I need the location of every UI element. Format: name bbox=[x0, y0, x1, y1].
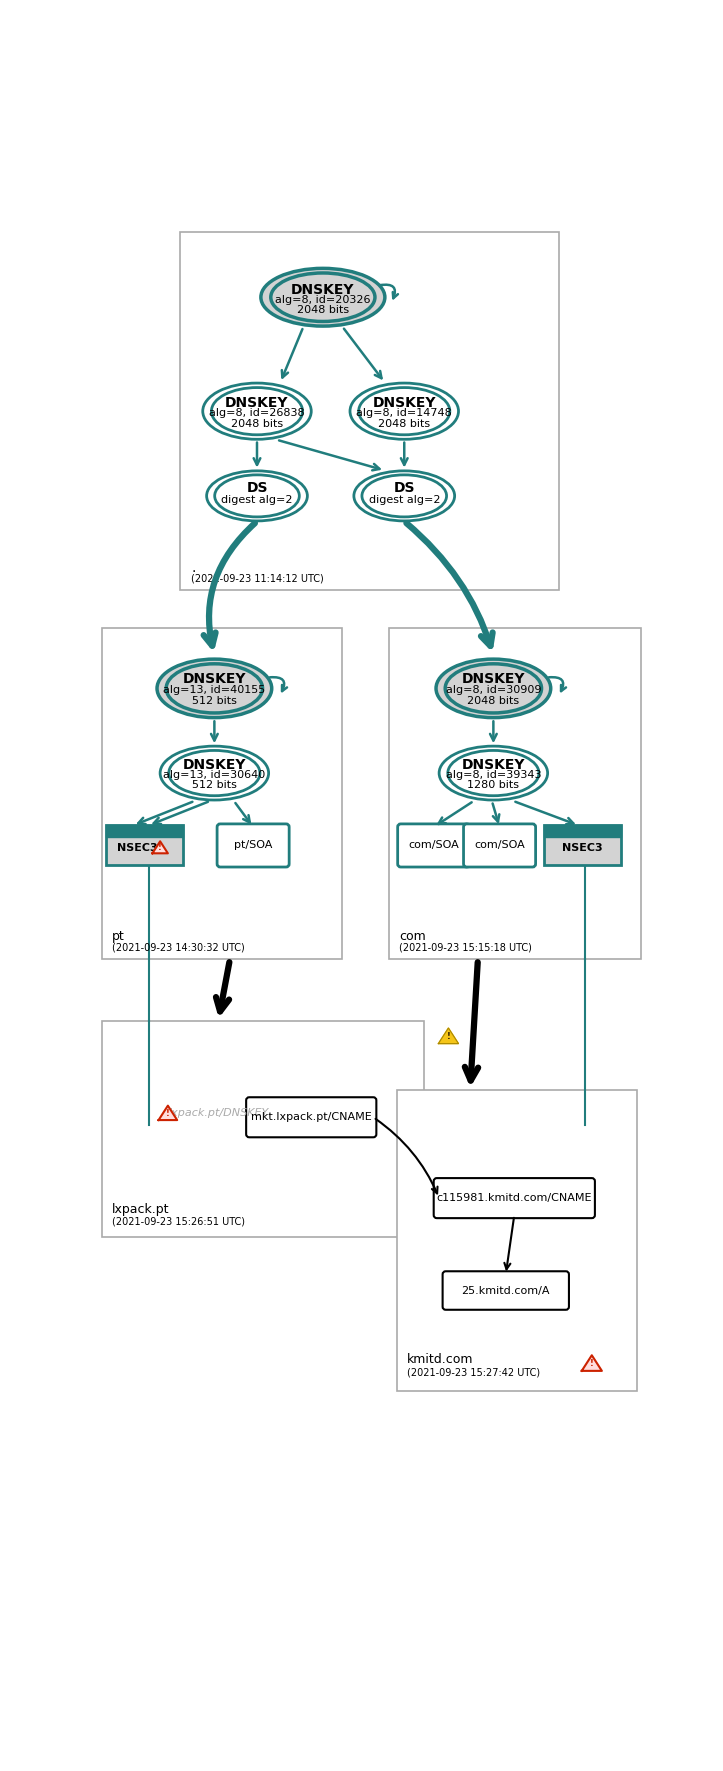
Ellipse shape bbox=[166, 664, 262, 714]
Ellipse shape bbox=[261, 269, 385, 326]
Text: 2048 bits: 2048 bits bbox=[231, 420, 283, 429]
Text: DNSKEY: DNSKEY bbox=[226, 395, 288, 409]
Text: alg=8, id=30909: alg=8, id=30909 bbox=[445, 685, 541, 694]
Polygon shape bbox=[158, 1105, 177, 1119]
Text: 2048 bits: 2048 bits bbox=[378, 420, 430, 429]
FancyBboxPatch shape bbox=[106, 825, 184, 866]
Text: !: ! bbox=[158, 843, 162, 852]
FancyBboxPatch shape bbox=[389, 629, 641, 960]
Text: digest alg=2: digest alg=2 bbox=[369, 494, 440, 505]
Text: lxpack.pt: lxpack.pt bbox=[112, 1203, 170, 1217]
Text: 512 bits: 512 bits bbox=[192, 696, 237, 705]
Text: alg=8, id=20326: alg=8, id=20326 bbox=[275, 294, 371, 305]
FancyBboxPatch shape bbox=[102, 1022, 424, 1236]
Text: alg=13, id=40155: alg=13, id=40155 bbox=[163, 685, 265, 694]
Ellipse shape bbox=[362, 475, 447, 517]
Text: DNSKEY: DNSKEY bbox=[291, 283, 354, 296]
Text: alg=8, id=26838: alg=8, id=26838 bbox=[209, 409, 305, 418]
FancyBboxPatch shape bbox=[434, 1178, 595, 1218]
Text: alg=13, id=30640: alg=13, id=30640 bbox=[163, 770, 265, 781]
Polygon shape bbox=[438, 1027, 458, 1043]
Text: !: ! bbox=[447, 1032, 450, 1041]
Text: c115981.kmitd.com/CNAME: c115981.kmitd.com/CNAME bbox=[437, 1194, 592, 1203]
Ellipse shape bbox=[202, 383, 311, 439]
FancyBboxPatch shape bbox=[396, 1091, 637, 1390]
Ellipse shape bbox=[448, 751, 539, 795]
Text: (2021-09-23 15:27:42 UTC): (2021-09-23 15:27:42 UTC) bbox=[406, 1367, 539, 1378]
Text: (2021-09-23 15:26:51 UTC): (2021-09-23 15:26:51 UTC) bbox=[112, 1217, 245, 1226]
Polygon shape bbox=[582, 1355, 602, 1371]
Text: DNSKEY: DNSKEY bbox=[461, 758, 525, 772]
Ellipse shape bbox=[445, 664, 542, 714]
Text: DNSKEY: DNSKEY bbox=[183, 673, 246, 685]
Text: pt/SOA: pt/SOA bbox=[234, 841, 273, 850]
FancyBboxPatch shape bbox=[179, 232, 560, 590]
Text: alg=8, id=14748: alg=8, id=14748 bbox=[356, 409, 452, 418]
Text: DS: DS bbox=[247, 482, 268, 496]
Text: DNSKEY: DNSKEY bbox=[183, 758, 246, 772]
Ellipse shape bbox=[359, 388, 450, 436]
FancyBboxPatch shape bbox=[102, 629, 342, 960]
Text: (2021-09-23 11:14:12 UTC): (2021-09-23 11:14:12 UTC) bbox=[191, 574, 324, 583]
Ellipse shape bbox=[157, 659, 272, 717]
Text: alg=8, id=39343: alg=8, id=39343 bbox=[445, 770, 541, 781]
Text: mkt.lxpack.pt/CNAME: mkt.lxpack.pt/CNAME bbox=[251, 1112, 372, 1123]
Ellipse shape bbox=[350, 383, 458, 439]
Text: !: ! bbox=[590, 1358, 594, 1369]
Text: pt: pt bbox=[112, 930, 125, 942]
Text: .: . bbox=[191, 561, 195, 576]
Text: (2021-09-23 15:15:18 UTC): (2021-09-23 15:15:18 UTC) bbox=[399, 942, 531, 953]
Text: lxpack.pt/DNSKEY: lxpack.pt/DNSKEY bbox=[168, 1109, 268, 1119]
Text: com/SOA: com/SOA bbox=[408, 841, 459, 850]
FancyBboxPatch shape bbox=[442, 1272, 569, 1311]
Text: 2048 bits: 2048 bits bbox=[297, 305, 349, 315]
Text: (2021-09-23 14:30:32 UTC): (2021-09-23 14:30:32 UTC) bbox=[112, 942, 245, 953]
Text: com: com bbox=[399, 930, 426, 942]
FancyBboxPatch shape bbox=[463, 824, 536, 868]
Ellipse shape bbox=[271, 273, 375, 322]
Ellipse shape bbox=[168, 751, 260, 795]
Text: 512 bits: 512 bits bbox=[192, 781, 237, 790]
Text: DNSKEY: DNSKEY bbox=[372, 395, 436, 409]
FancyBboxPatch shape bbox=[246, 1098, 377, 1137]
Ellipse shape bbox=[160, 746, 269, 800]
Text: 25.kmitd.com/A: 25.kmitd.com/A bbox=[461, 1286, 550, 1296]
Text: 2048 bits: 2048 bits bbox=[467, 696, 519, 705]
Ellipse shape bbox=[439, 746, 547, 800]
Ellipse shape bbox=[436, 659, 551, 717]
Ellipse shape bbox=[215, 475, 299, 517]
Text: NSEC3: NSEC3 bbox=[562, 843, 603, 854]
Text: digest alg=2: digest alg=2 bbox=[221, 494, 293, 505]
Ellipse shape bbox=[207, 471, 307, 521]
FancyBboxPatch shape bbox=[217, 824, 289, 868]
Ellipse shape bbox=[211, 388, 302, 436]
Text: com/SOA: com/SOA bbox=[474, 841, 525, 850]
FancyBboxPatch shape bbox=[398, 824, 470, 868]
Text: 1280 bits: 1280 bits bbox=[467, 781, 519, 790]
Text: DS: DS bbox=[393, 482, 415, 496]
Text: NSEC3: NSEC3 bbox=[116, 843, 157, 854]
Text: DNSKEY: DNSKEY bbox=[461, 673, 525, 685]
Text: kmitd.com: kmitd.com bbox=[406, 1353, 473, 1365]
Ellipse shape bbox=[354, 471, 455, 521]
FancyBboxPatch shape bbox=[544, 825, 621, 866]
Polygon shape bbox=[153, 841, 168, 854]
FancyBboxPatch shape bbox=[106, 825, 184, 838]
FancyBboxPatch shape bbox=[544, 825, 621, 838]
Text: !: ! bbox=[166, 1109, 170, 1118]
